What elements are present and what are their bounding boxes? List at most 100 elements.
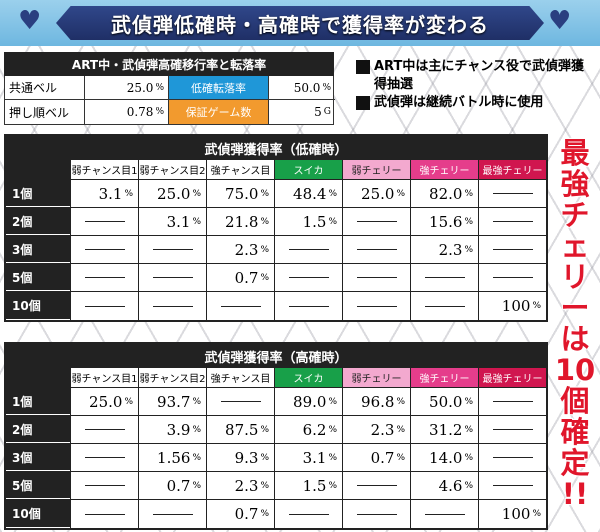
percent-unit: % [260,480,269,491]
heart-icon: ♥ [18,6,42,36]
dash-mark [356,305,397,307]
empty-cell [478,472,546,499]
side-char: ェ [560,229,590,263]
rate-grid: 共通ベル 25.0% 低確転落率 50.0% 押し順ベル 0.78% 保証ゲーム… [4,76,335,125]
rate-cell: 31.2% [410,416,478,443]
side-char: 10 [554,353,596,387]
rate-value: 1.5 [302,476,327,495]
empty-cell [206,388,274,415]
empty-cell [410,500,478,528]
rate-value: 87.5 [225,420,259,439]
header-corner [6,160,70,179]
dash-mark [356,277,397,278]
rate-value: 25.0 [89,392,123,411]
rate-cell: 2.3% [342,416,410,443]
percent-unit: % [464,188,473,199]
dash-mark [356,513,397,515]
rate-value: 25.0% [85,76,169,100]
empty-cell [410,292,478,320]
empty-cell [70,292,138,320]
percent-unit: % [396,452,405,463]
percent-unit: % [192,452,201,463]
percent-unit: % [328,216,337,227]
column-header: 弱チャンス目2 [138,160,206,179]
rate-value: 31.2 [429,420,463,439]
side-callout: 最強チェリーは 10 個確定!! [552,138,598,532]
percent-unit: % [328,480,337,491]
dash-mark [492,429,533,430]
percent-unit: % [192,480,201,491]
rate-value: 1.56 [157,448,191,467]
column-header: 弱チャンス目1 [70,368,138,387]
percent-unit: % [464,216,473,227]
side-char: リ [560,260,590,294]
column-header: 弱チェリー [342,368,410,387]
rate-cell: 3.9% [138,416,206,443]
rate-value: 48.4 [293,184,327,203]
heart-icon: ♥ [548,6,572,36]
dash-mark [492,457,533,458]
rate-cell: 96.8% [342,388,410,415]
empty-cell [206,292,274,320]
percent-unit: % [260,244,269,255]
side-char: ー [560,291,590,325]
table-low: 武偵弾獲得率（低確時） 弱チャンス目1 弱チャンス目2 強チャンス目 スイカ 弱チェリー強… [4,134,548,322]
table-header-row: 弱チャンス目1 弱チャンス目2 強チャンス目 スイカ 弱チェリー 強チェリー 最強チェリー [6,160,546,180]
rate-cell: 100% [478,292,546,320]
dash-mark [84,221,125,222]
empty-cell [478,180,546,207]
row-label: 2個 [6,416,70,443]
side-char: 定 [560,446,590,480]
dash-mark [84,249,125,250]
title-plate: 武偵弾低確時・高確時で獲得率が変わる [56,6,544,40]
rate-cell: 1.5% [274,208,342,235]
rate-value: 3.1 [302,448,327,467]
percent-unit: % [192,396,201,407]
rate-cell: 82.0% [410,180,478,207]
rate-value: 2.3 [370,420,395,439]
empty-cell [478,236,546,263]
side-char: 確 [560,415,590,449]
rate-value: 0.78% [85,100,169,124]
percent-unit: % [396,424,405,435]
rate-value: 75.0 [225,184,259,203]
percent-unit: % [328,424,337,435]
empty-cell [342,292,410,320]
rate-value: 50.0 [429,392,463,411]
rate-cell: 6.2% [274,416,342,443]
percent-unit: % [124,396,133,407]
rate-label: 共通ベル [5,76,85,100]
rate-value: 3.1 [166,212,191,231]
percent-unit: % [260,509,269,519]
percent-unit: % [260,452,269,463]
column-header: スイカ [274,368,342,387]
dash-mark [220,305,261,307]
side-char: チ [560,198,590,232]
rate-cell: 3.1% [70,180,138,207]
side-char: 最 [560,136,590,170]
column-header: 強チェリー [410,368,478,387]
table-row: 5個 0.7% [6,264,546,292]
rate-cell: 2.3% [206,472,274,499]
column-header: 弱チェリー [342,160,410,179]
empty-cell [478,388,546,415]
empty-cell [70,500,138,528]
dash-mark [152,513,193,515]
empty-cell [138,292,206,320]
notes: ART中は主にチャンス役で武偵弾獲得抽選 武偵弾は継続バトル時に使用 [356,58,596,112]
rate-value: 82.0 [429,184,463,203]
percent-unit: % [328,452,337,463]
rate-table-heading: ART中・武偵弾高確移行率と転落率 [4,52,334,76]
rate-value: 4.6 [438,476,463,495]
percent-unit: % [260,272,269,283]
rate-value: 25.0 [157,184,191,203]
empty-cell [70,208,138,235]
percent-unit: % [532,509,541,519]
percent-unit: % [464,452,473,463]
empty-cell [478,444,546,471]
rate-value: 3.1 [98,184,123,203]
dash-mark [492,277,533,278]
rate-cell: 2.3% [206,236,274,263]
column-header: スイカ [274,160,342,179]
empty-cell [70,472,138,499]
